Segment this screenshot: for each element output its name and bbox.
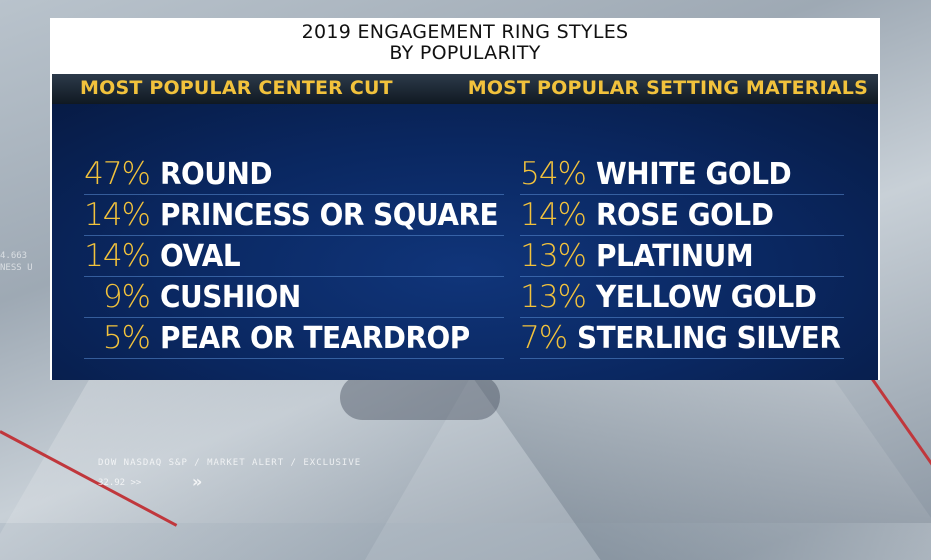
background-screen-line: 4.663 bbox=[0, 251, 28, 261]
percent-value: 14% bbox=[84, 197, 151, 233]
percent-value: 54% bbox=[520, 156, 587, 192]
item-label: WHITE GOLD bbox=[596, 156, 792, 192]
setting-materials-header: MOST POPULAR SETTING MATERIALS bbox=[467, 77, 868, 99]
list-item: 47% ROUND bbox=[84, 154, 504, 195]
item-label: PLATINUM bbox=[596, 238, 754, 274]
percent-value: 13% bbox=[520, 279, 587, 315]
column-header-bar: MOST POPULAR CENTER CUT MOST POPULAR SET… bbox=[52, 74, 878, 104]
background-screen-text: 4.663 NESS U bbox=[0, 250, 33, 274]
percent-value: 14% bbox=[520, 197, 587, 233]
list-item: 14% PRINCESS OR SQUARE bbox=[84, 195, 504, 236]
list-item: 14% ROSE GOLD bbox=[520, 195, 844, 236]
item-label: YELLOW GOLD bbox=[596, 279, 817, 315]
item-label: CUSHION bbox=[160, 279, 301, 315]
background-ticker: DOW NASDAQ S&P / MARKET ALERT / EXCLUSIV… bbox=[98, 458, 362, 468]
data-body: 47% ROUND 14% PRINCESS OR SQUARE 14% OVA… bbox=[52, 104, 878, 380]
title-line-2: BY POPULARITY bbox=[389, 42, 541, 64]
setting-materials-list: 54% WHITE GOLD 14% ROSE GOLD 13% PLATINU… bbox=[520, 154, 844, 359]
double-chevron-icon: » bbox=[192, 472, 203, 491]
item-label: PEAR OR TEARDROP bbox=[160, 320, 470, 356]
item-label: STERLING SILVER bbox=[577, 320, 841, 356]
list-item: 9% CUSHION bbox=[84, 277, 504, 318]
title-line-1: 2019 ENGAGEMENT RING STYLES bbox=[301, 21, 629, 43]
background-ticker-value: 32.92 >> bbox=[98, 478, 142, 488]
percent-value: 14% bbox=[84, 238, 151, 274]
list-item: 54% WHITE GOLD bbox=[520, 154, 844, 195]
graphic-title: 2019 ENGAGEMENT RING STYLES BY POPULARIT… bbox=[52, 22, 878, 64]
graphic-panel: 2019 ENGAGEMENT RING STYLES BY POPULARIT… bbox=[50, 18, 880, 380]
list-item: 13% YELLOW GOLD bbox=[520, 277, 844, 318]
item-label: PRINCESS OR SQUARE bbox=[159, 197, 499, 233]
list-item: 7% STERLING SILVER bbox=[520, 318, 844, 359]
item-label: OVAL bbox=[160, 238, 241, 274]
center-cut-list: 47% ROUND 14% PRINCESS OR SQUARE 14% OVA… bbox=[84, 154, 504, 359]
percent-value: 7% bbox=[520, 320, 568, 356]
percent-value: 13% bbox=[520, 238, 587, 274]
list-item: 5% PEAR OR TEARDROP bbox=[84, 318, 504, 359]
center-cut-header: MOST POPULAR CENTER CUT bbox=[80, 77, 393, 99]
list-item: 14% OVAL bbox=[84, 236, 504, 277]
background-screen-line: NESS U bbox=[0, 263, 33, 273]
list-item: 13% PLATINUM bbox=[520, 236, 844, 277]
item-label: ROSE GOLD bbox=[596, 197, 774, 233]
percent-value: 9% bbox=[102, 279, 151, 315]
percent-value: 47% bbox=[84, 156, 151, 192]
item-label: ROUND bbox=[160, 156, 273, 192]
percent-value: 5% bbox=[102, 320, 151, 356]
background-shape bbox=[340, 375, 500, 420]
